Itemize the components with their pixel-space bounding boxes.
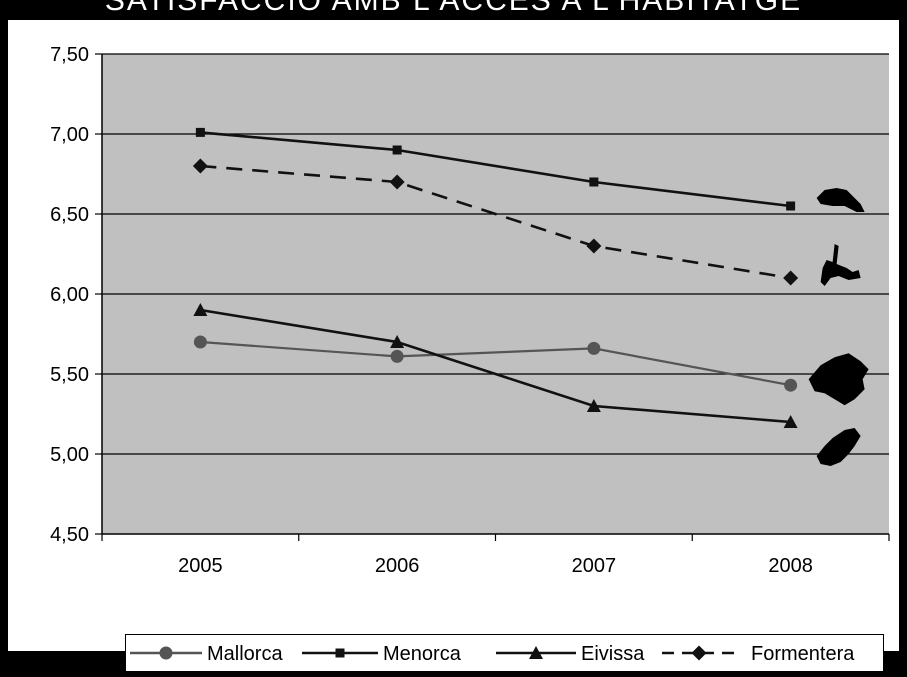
chart-legend: Mallorca Menorca Eivissa Formentera bbox=[125, 634, 884, 671]
y-tick-label: 7,50 bbox=[50, 44, 89, 66]
data-point-menorca bbox=[392, 145, 402, 155]
legend-label-menorca: Menorca bbox=[383, 643, 462, 665]
y-tick-label: 7,00 bbox=[50, 124, 89, 146]
menorca-island-icon bbox=[816, 188, 865, 212]
chart-panel: 4,50 5,00 5,50 6,00 6,50 7,00 7,50 2005 2006 2007… bbox=[8, 20, 899, 671]
series-line-formentera bbox=[200, 164, 791, 280]
chart-title: SATISFACCIÓ AMB L'ACCÉS A L'HABITATGE bbox=[104, 0, 803, 17]
legend-marker-mallorca bbox=[159, 646, 173, 660]
data-point-eivissa bbox=[390, 335, 405, 348]
y-tick-label: 6,00 bbox=[50, 284, 89, 306]
data-point-mallorca bbox=[193, 335, 207, 349]
legend-marker-formentera bbox=[691, 645, 707, 661]
data-point-mallorca bbox=[587, 341, 601, 355]
x-tick-label: 2007 bbox=[572, 555, 617, 577]
data-point-mallorca bbox=[390, 349, 404, 363]
data-point-formentera bbox=[783, 270, 799, 286]
data-point-menorca bbox=[589, 177, 599, 187]
formentera-island-icon bbox=[820, 244, 861, 286]
data-point-formentera bbox=[192, 158, 208, 174]
y-tick-label: 4,50 bbox=[50, 524, 89, 546]
legend-label-mallorca: Mallorca bbox=[207, 643, 283, 665]
data-point-formentera bbox=[586, 238, 602, 254]
mallorca-island-icon bbox=[808, 353, 869, 406]
x-tick-label: 2005 bbox=[178, 555, 223, 577]
data-point-eivissa bbox=[783, 415, 798, 428]
y-tick-label: 5,00 bbox=[50, 444, 89, 466]
legend-entries: Mallorca Menorca Eivissa Formentera bbox=[130, 643, 855, 665]
data-point-eivissa bbox=[586, 399, 601, 412]
legend-marker-menorca bbox=[335, 648, 345, 658]
legend-label-formentera: Formentera bbox=[751, 643, 855, 665]
data-point-menorca bbox=[786, 201, 796, 211]
x-tick-label: 2006 bbox=[375, 555, 420, 577]
data-point-formentera bbox=[389, 174, 405, 190]
legend-label-eivissa: Eivissa bbox=[581, 643, 645, 665]
data-point-eivissa bbox=[193, 303, 208, 316]
data-point-mallorca bbox=[784, 378, 798, 392]
y-tick-label: 5,50 bbox=[50, 364, 89, 386]
y-tick-label: 6,50 bbox=[50, 204, 89, 226]
line-chart: 4,50 5,00 5,50 6,00 6,50 7,00 7,50 2005 2006 2007… bbox=[50, 44, 890, 577]
series-line-mallorca bbox=[200, 340, 791, 387]
series-line-menorca bbox=[200, 131, 791, 208]
data-point-menorca bbox=[195, 127, 205, 137]
series-line-eivissa bbox=[200, 308, 791, 424]
eivissa-island-icon bbox=[816, 428, 861, 466]
x-tick-label: 2008 bbox=[768, 555, 813, 577]
chart-title-bar: SATISFACCIÓ AMB L'ACCÉS A L'HABITATGE bbox=[0, 0, 907, 20]
